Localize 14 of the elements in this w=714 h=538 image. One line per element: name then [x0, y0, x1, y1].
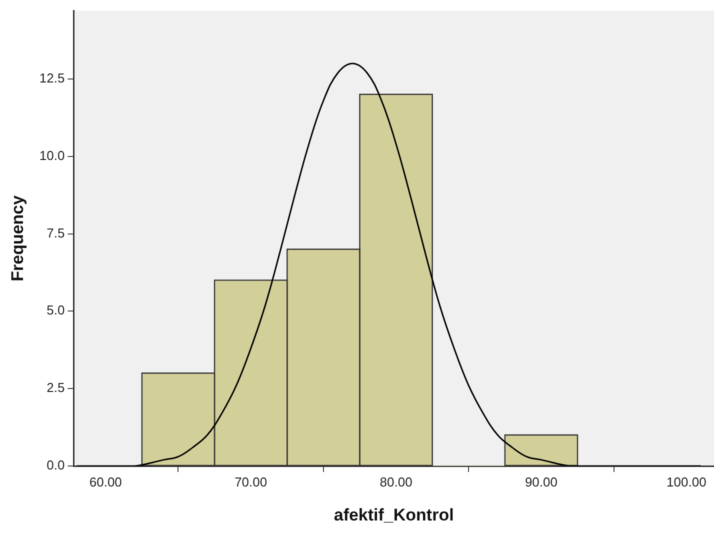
x-axis-title: afektif_Kontrol: [334, 505, 454, 524]
line-series: [76, 62, 702, 466]
y-tick-label: 7.5: [46, 225, 65, 240]
x-tick-label: 60.00: [89, 474, 122, 490]
y-tick-label: 0.0: [46, 458, 65, 473]
x-tick-label: 70.00: [234, 474, 268, 490]
x-tick-label: 90.00: [524, 474, 558, 490]
x-tick-label: 100.00: [666, 474, 706, 490]
y-tick-label: 5.0: [46, 302, 65, 318]
y-axis-title: Frequency: [8, 194, 27, 282]
x-tick-label: 80.00: [380, 474, 412, 490]
y-tick-label: 10.0: [39, 148, 65, 163]
y-tick-label: 12.5: [39, 70, 65, 86]
y-tick-label: 2.5: [46, 380, 65, 396]
